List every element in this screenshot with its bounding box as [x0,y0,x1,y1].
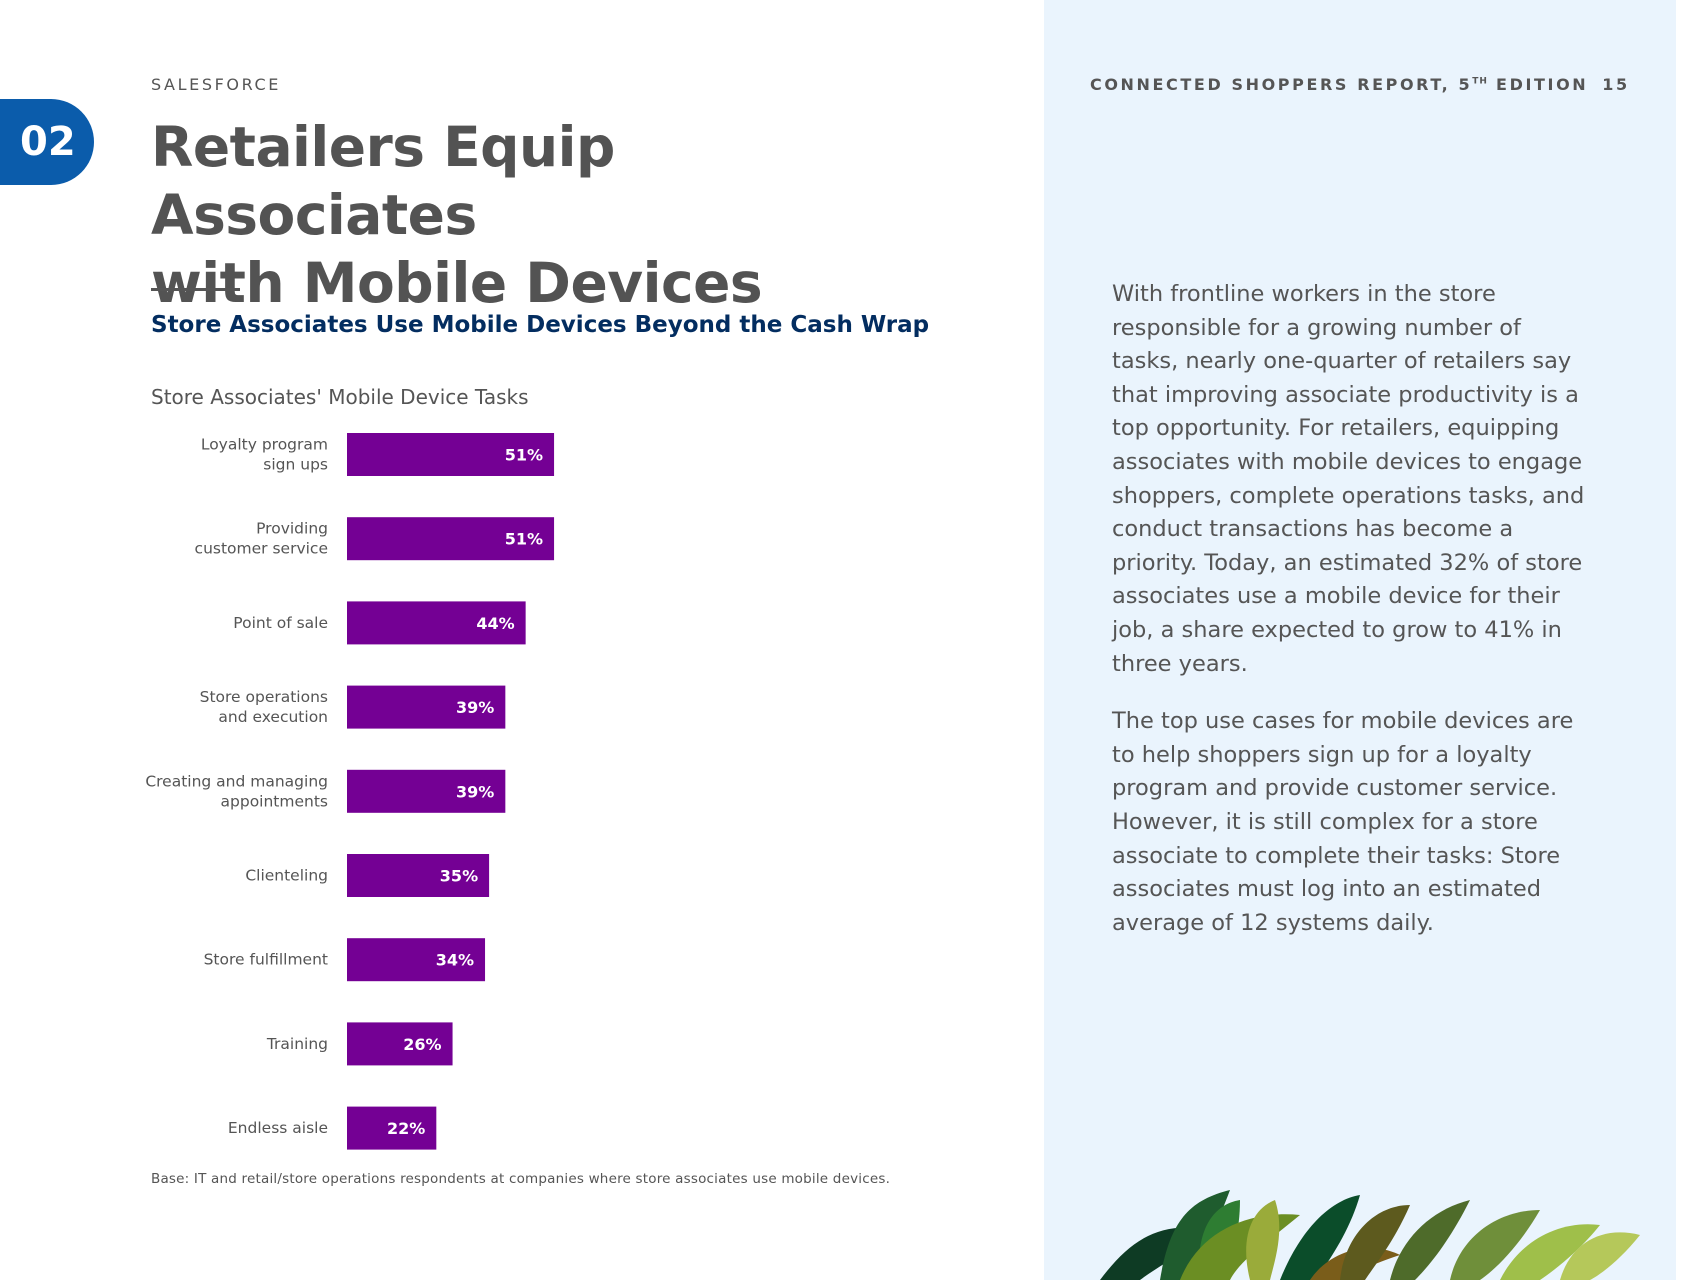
bar-7 [347,938,486,982]
page-title: Retailers Equip Associates with Mobile D… [151,113,931,317]
category-label-9-line-1: Endless aisle [228,1119,328,1137]
category-label-6-line-1: Clienteling [245,867,328,885]
page-number: 15 [1602,75,1630,94]
bar-6 [347,854,490,897]
report-header: CONNECTED SHOPPERS REPORT, 5TH EDITION 15 [1090,75,1630,94]
bar-2 [347,517,555,561]
bar-1 [347,433,555,476]
body-paragraph-1: With frontline workers in the store resp… [1112,281,1585,677]
chart-title: Store Associates' Mobile Device Tasks [151,385,529,409]
category-label-5-line-2: appointments [221,792,328,810]
category-label-7-line-1: Store fulfillment [204,951,328,969]
category-label-5-line-1: Creating and managing [145,772,328,790]
category-label-1-line-2: sign ups [263,456,328,474]
bar-9 [347,1106,437,1150]
bar-value-label-3: 44% [476,614,514,633]
bar-value-label-8: 26% [403,1035,441,1054]
section-subtitle: Store Associates Use Mobile Devices Beyo… [151,312,930,338]
page-title-line-2: with Mobile Devices [151,251,763,315]
brand-label: SALESFORCE [151,75,281,94]
category-label-1-line-1: Loyalty program [201,436,328,454]
bar-value-label-4: 39% [456,698,494,717]
bar-5 [347,769,506,813]
category-label-2-line-1: Providing [256,520,328,538]
category-label-4-line-1: Store operations [200,688,328,706]
bar-value-label-9: 22% [387,1119,425,1138]
bar-value-label-5: 39% [456,782,494,801]
title-divider [151,288,240,291]
category-label-8-line-1: Training [266,1035,328,1053]
category-label-4-line-2: and execution [218,708,328,726]
report-title: CONNECTED SHOPPERS REPORT, 5 [1090,75,1473,94]
bar-value-label-7: 34% [436,951,474,970]
chart-footnote: Base: IT and retail/store operations res… [151,1171,891,1187]
body-paragraph-2: The top use cases for mobile devices are… [1112,708,1574,936]
section-number-badge: 02 [0,99,94,185]
page-title-line-1: Retailers Equip Associates [151,115,615,247]
plants-illustration [1100,1190,1640,1280]
category-label-3-line-1: Point of sale [233,614,328,632]
right-panel [1044,0,1676,1280]
report-edition: EDITION [1487,75,1589,94]
body-text: With frontline workers in the store resp… [1112,278,1592,964]
bar-value-label-2: 51% [505,530,543,549]
bar-4 [347,685,506,729]
bar-value-label-1: 51% [505,446,543,465]
bar-8 [347,1022,453,1066]
bar-chart: 51% Loyalty program sign ups 51% Providing cu… [145,433,555,1150]
bar-3 [347,601,526,645]
category-label-2-line-2: customer service [195,540,328,558]
report-title-superscript: TH [1472,76,1488,87]
bar-value-label-6: 35% [440,867,478,886]
